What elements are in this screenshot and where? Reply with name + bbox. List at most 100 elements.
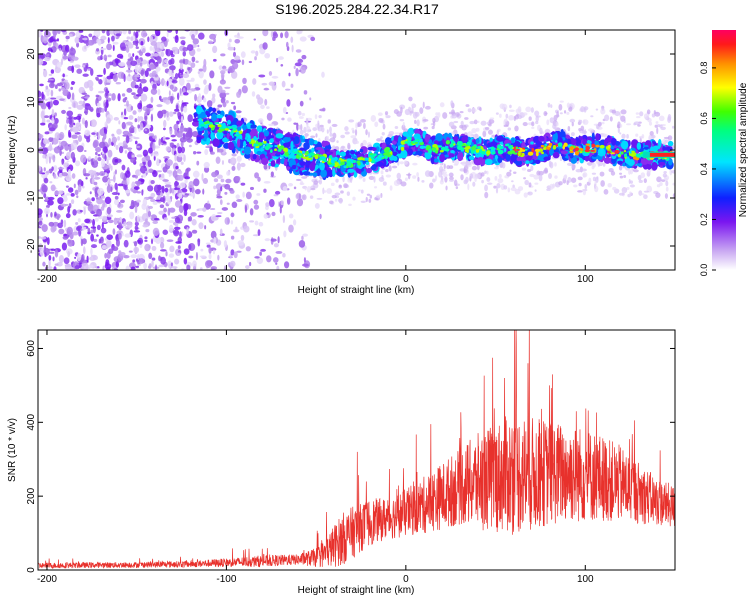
heatmap-noise-cell xyxy=(249,61,252,63)
heatmap-noise-cell xyxy=(188,256,193,259)
heatmap-halo-cell xyxy=(404,160,408,164)
heatmap-core-cell xyxy=(334,157,338,162)
heatmap-noise-cell xyxy=(191,219,196,225)
heatmap-halo-cell xyxy=(659,115,665,121)
heatmap-halo-cell xyxy=(522,167,526,170)
heatmap-noise-cell xyxy=(74,184,76,189)
heatmap-halo-cell xyxy=(332,195,337,199)
heatmap-halo-cell xyxy=(310,188,315,190)
heatmap-core-cell xyxy=(283,149,288,151)
heatmap-halo-cell xyxy=(619,165,623,170)
heatmap-noise-cell xyxy=(241,183,246,186)
heatmap-noise-cell xyxy=(264,53,270,59)
heatmap-halo-cell xyxy=(644,113,648,119)
heatmap-noise-cell xyxy=(295,62,302,66)
heatmap-noise-cell xyxy=(178,175,184,181)
heatmap-core-cell xyxy=(383,153,388,156)
heatmap-ridge-cell xyxy=(259,132,264,141)
heatmap-noise-cell xyxy=(241,51,246,58)
heatmap-noise-cell xyxy=(107,214,113,217)
heatmap-halo-cell xyxy=(484,192,488,198)
heatmap-noise-cell xyxy=(275,263,277,265)
heatmap-noise-cell xyxy=(108,37,110,43)
heatmap-ridge-cell xyxy=(257,125,263,132)
heatmap-noise-cell xyxy=(211,172,217,178)
heatmap-noise-cell xyxy=(72,101,79,108)
heatmap-core-cell xyxy=(423,146,426,149)
heatmap-noise-cell xyxy=(197,45,199,47)
heatmap-core-cell xyxy=(274,145,278,147)
heatmap-halo-cell xyxy=(486,177,490,182)
heatmap-core-cell xyxy=(320,156,325,158)
heatmap-noise-cell xyxy=(49,127,55,131)
heatmap-noise-cell xyxy=(120,42,126,49)
heatmap-noise-cell xyxy=(91,226,96,228)
heatmap-noise-cell xyxy=(301,236,303,240)
heatmap-noise-cell xyxy=(267,113,273,121)
heatmap-halo-cell xyxy=(425,106,431,110)
heatmap-ridge-cell xyxy=(450,150,455,154)
heatmap-noise-cell xyxy=(113,175,116,182)
heatmap-ridge-cell xyxy=(196,105,202,114)
heatmap-noise-cell xyxy=(73,140,75,143)
heatmap-noise-cell xyxy=(57,83,63,87)
heatmap-noise-cell xyxy=(224,87,230,89)
heatmap-noise-cell xyxy=(198,71,200,74)
heatmap-noise-cell xyxy=(112,137,117,143)
heatmap-ridge-cell xyxy=(247,122,251,129)
heatmap-noise-cell xyxy=(230,261,236,267)
heatmap-noise-cell xyxy=(245,205,247,213)
heatmap-noise-cell xyxy=(233,229,239,232)
heatmap-noise-cell xyxy=(134,127,137,134)
heatmap-core-cell xyxy=(331,160,335,163)
heatmap-ridge-cell xyxy=(194,113,197,118)
heatmap-noise-cell xyxy=(97,188,104,196)
heatmap-noise-cell xyxy=(82,118,85,125)
heatmap-core-cell xyxy=(200,124,205,127)
heatmap-ridge-cell xyxy=(561,132,565,135)
heatmap-noise-cell xyxy=(294,187,296,190)
heatmap-noise-cell xyxy=(141,30,147,37)
heatmap-halo-cell xyxy=(529,182,532,187)
heatmap-noise-cell xyxy=(259,222,264,227)
heatmap-noise-cell xyxy=(49,181,52,183)
heatmap-ridge-cell xyxy=(617,161,623,165)
heatmap-halo-cell xyxy=(325,136,329,140)
heatmap-noise-cell xyxy=(234,39,240,44)
colorbar-tick-label: 0.2 xyxy=(699,213,709,226)
heatmap-noise-cell xyxy=(104,253,107,259)
heatmap-noise-cell xyxy=(126,70,133,73)
heatmap-halo-cell xyxy=(306,118,309,125)
heatmap-halo-cell xyxy=(329,201,333,205)
heatmap-noise-cell xyxy=(213,250,215,255)
heatmap-noise-cell xyxy=(162,230,168,235)
heatmap-core-cell xyxy=(491,147,494,151)
heatmap-noise-cell xyxy=(214,178,218,182)
heatmap-noise-cell xyxy=(255,51,258,57)
heatmap-core-cell xyxy=(546,147,550,150)
heatmap-halo-cell xyxy=(487,182,492,184)
heatmap-noise-cell xyxy=(148,206,153,209)
heatmap-noise-cell xyxy=(50,98,56,100)
heatmap-noise-cell xyxy=(187,114,193,122)
heatmap-noise-cell xyxy=(243,225,249,232)
heatmap-noise-cell xyxy=(180,36,186,39)
heatmap-halo-cell xyxy=(629,191,632,196)
heatmap-noise-cell xyxy=(162,179,169,182)
heatmap-noise-cell xyxy=(145,171,149,173)
heatmap-noise-cell xyxy=(80,210,83,212)
heatmap-halo-cell xyxy=(612,187,616,190)
heatmap-noise-cell xyxy=(207,100,212,107)
heatmap-noise-cell xyxy=(150,46,153,51)
heatmap-noise-cell xyxy=(64,124,67,130)
heatmap-noise-cell xyxy=(68,130,71,138)
heatmap-ridge-cell xyxy=(393,156,398,161)
heatmap-noise-cell xyxy=(156,66,161,71)
heatmap-halo-cell xyxy=(583,119,585,123)
heatmap-noise-cell xyxy=(90,191,92,194)
heatmap-core-cell xyxy=(365,157,369,160)
heatmap-noise-cell xyxy=(76,195,78,198)
heatmap-noise-cell xyxy=(151,238,153,244)
heatmap-noise-cell xyxy=(185,176,190,179)
heatmap-ridge-cell xyxy=(497,157,502,163)
